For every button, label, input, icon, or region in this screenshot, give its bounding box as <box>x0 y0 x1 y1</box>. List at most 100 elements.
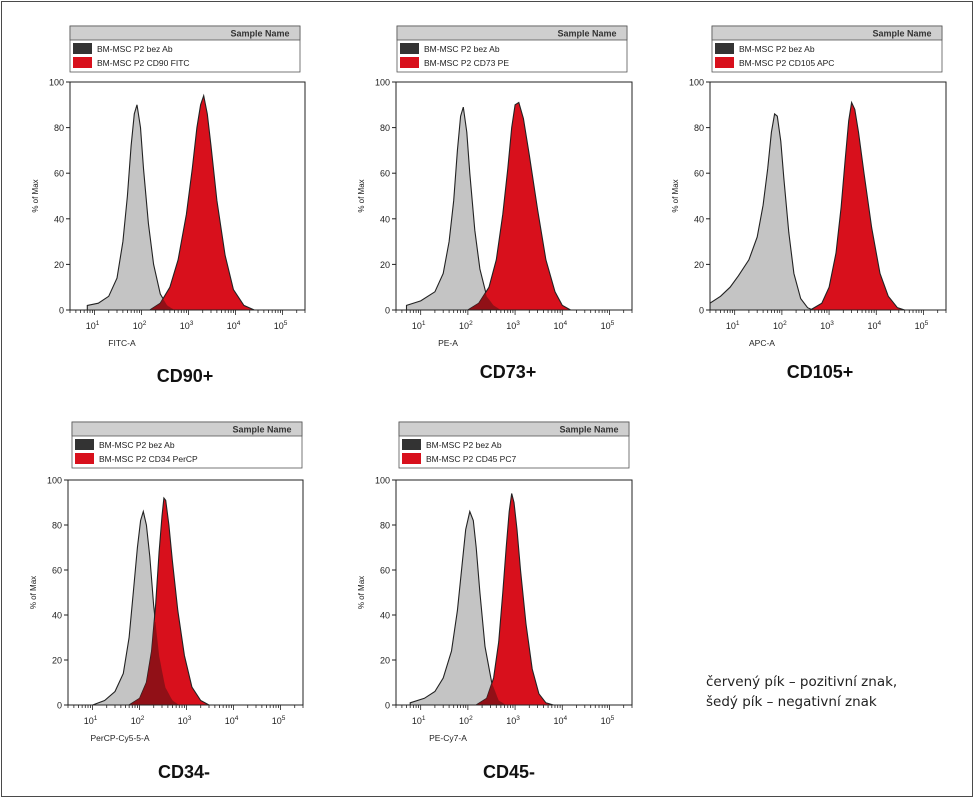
y-tick-label: 0 <box>59 306 64 316</box>
legend-entry: BM-MSC P2 bez Ab <box>424 44 500 54</box>
x-tick-label: 103 <box>178 715 192 726</box>
y-axis-label: % of Max <box>357 179 366 212</box>
x-axis-label: FITC-A <box>108 338 136 348</box>
y-tick-label: 20 <box>54 260 64 270</box>
legend-header <box>396 25 628 41</box>
y-tick-label: 0 <box>57 701 62 711</box>
y-tick-label: 40 <box>380 214 390 224</box>
y-tick-label: 40 <box>380 611 390 621</box>
y-tick-label: 100 <box>49 78 64 88</box>
negative-peak <box>710 112 813 310</box>
legend-note: červený pík – pozitivní znak, šedý pík –… <box>706 672 897 712</box>
y-tick-label: 20 <box>694 260 704 270</box>
y-tick-label: 60 <box>54 169 64 179</box>
legend-swatch-negative <box>75 439 94 450</box>
legend: Sample Name BM-MSC P2 bez Ab BM-MSC P2 CD7… <box>396 25 628 73</box>
legend-entry: BM-MSC P2 bez Ab <box>739 44 815 54</box>
histogram-panel-5: 0 20 40 60 80 100 101 102 103 104 105 PE-Cy7-A % of … <box>357 421 633 782</box>
histogram-panel-4: 0 20 40 60 80 100 101 102 103 104 105 PerCP-Cy5-5-A… <box>29 421 304 782</box>
y-tick-label: 80 <box>380 521 390 531</box>
legend-header <box>711 25 943 41</box>
positive-peak <box>148 93 255 310</box>
y-tick-label: 60 <box>380 169 390 179</box>
y-tick-label: 100 <box>47 476 62 486</box>
y-tick-label: 40 <box>54 214 64 224</box>
x-tick-label: 103 <box>820 320 834 331</box>
x-tick-label: 104 <box>553 320 567 331</box>
legend-swatch-negative <box>400 43 419 54</box>
legend-title: Sample Name <box>557 29 616 39</box>
plot-frame <box>709 81 947 311</box>
overlap-region <box>467 293 501 310</box>
y-axis-label: % of Max <box>31 179 40 212</box>
legend-swatch-positive <box>75 453 94 464</box>
legend-entry: BM-MSC P2 CD34 PerCP <box>99 454 198 464</box>
legend-entry: BM-MSC P2 CD105 APC <box>739 58 834 68</box>
x-axis-label: APC-A <box>749 338 775 348</box>
y-tick-label: 100 <box>375 78 390 88</box>
x-tick-label: 105 <box>601 320 615 331</box>
y-tick-label: 80 <box>694 123 704 133</box>
legend-entry: BM-MSC P2 CD45 PC7 <box>426 454 516 464</box>
y-tick-label: 0 <box>699 306 704 316</box>
x-tick-label: 102 <box>773 320 787 331</box>
legend-entry: BM-MSC P2 CD90 FITC <box>97 58 190 68</box>
y-tick-label: 80 <box>380 123 390 133</box>
negative-peak <box>405 106 502 310</box>
legend-header <box>69 25 301 41</box>
y-tick-label: 60 <box>694 169 704 179</box>
y-tick-label: 80 <box>52 521 62 531</box>
y-tick-label: 100 <box>375 476 390 486</box>
y-tick-label: 0 <box>385 306 390 316</box>
legend-entry: BM-MSC P2 bez Ab <box>97 44 173 54</box>
y-axis-label: % of Max <box>29 576 38 609</box>
overlap-region <box>476 683 507 705</box>
x-tick-label: 104 <box>225 715 239 726</box>
x-tick-label: 102 <box>131 715 145 726</box>
y-axis-label: % of Max <box>357 576 366 609</box>
panel-title: CD73+ <box>480 362 537 382</box>
plot-frame <box>395 479 633 706</box>
overlap-region <box>129 620 180 705</box>
x-tick-label: 104 <box>227 320 241 331</box>
legend-title: Sample Name <box>230 29 289 39</box>
x-axis-label: PE-A <box>438 338 458 348</box>
legend-swatch-positive <box>402 453 421 464</box>
y-tick-label: 20 <box>380 260 390 270</box>
x-tick-label: 105 <box>274 320 288 331</box>
panel-title: CD90+ <box>157 366 214 386</box>
x-tick-label: 103 <box>506 715 520 726</box>
x-tick-label: 101 <box>84 715 98 726</box>
x-tick-label: 103 <box>506 320 520 331</box>
x-tick-label: 104 <box>867 320 881 331</box>
x-tick-label: 105 <box>915 320 929 331</box>
negative-peak <box>86 104 176 310</box>
legend-entry: BM-MSC P2 CD73 PE <box>424 58 509 68</box>
legend-entry: BM-MSC P2 bez Ab <box>426 440 502 450</box>
y-tick-label: 40 <box>52 611 62 621</box>
x-tick-label: 101 <box>412 715 426 726</box>
overlap-region <box>149 299 175 310</box>
histogram-panel-2: 0 20 40 60 80 100 101 102 103 104 105 PE-A % of Max S… <box>357 25 633 382</box>
legend: Sample Name BM-MSC P2 bez Ab BM-MSC P2 CD1… <box>711 25 943 73</box>
plot-frame <box>69 81 306 311</box>
y-tick-label: 40 <box>694 214 704 224</box>
legend-swatch-negative <box>73 43 92 54</box>
panel-title: CD34- <box>158 762 210 782</box>
y-tick-label: 20 <box>52 656 62 666</box>
legend-title: Sample Name <box>559 425 618 435</box>
positive-peak <box>809 100 905 310</box>
y-tick-label: 60 <box>52 566 62 576</box>
panel-title: CD45- <box>483 762 535 782</box>
positive-peak <box>128 496 210 705</box>
legend-title: Sample Name <box>232 425 291 435</box>
y-axis-label: % of Max <box>671 179 680 212</box>
x-axis-label: PE-Cy7-A <box>429 733 467 743</box>
legend-swatch-positive <box>715 57 734 68</box>
note-line-negative: šedý pík – negativní znak <box>706 694 877 710</box>
panel-title: CD105+ <box>787 362 854 382</box>
legend: Sample Name BM-MSC P2 bez Ab BM-MSC P2 CD9… <box>69 25 301 73</box>
negative-peak <box>409 509 508 705</box>
legend-title: Sample Name <box>872 29 931 39</box>
